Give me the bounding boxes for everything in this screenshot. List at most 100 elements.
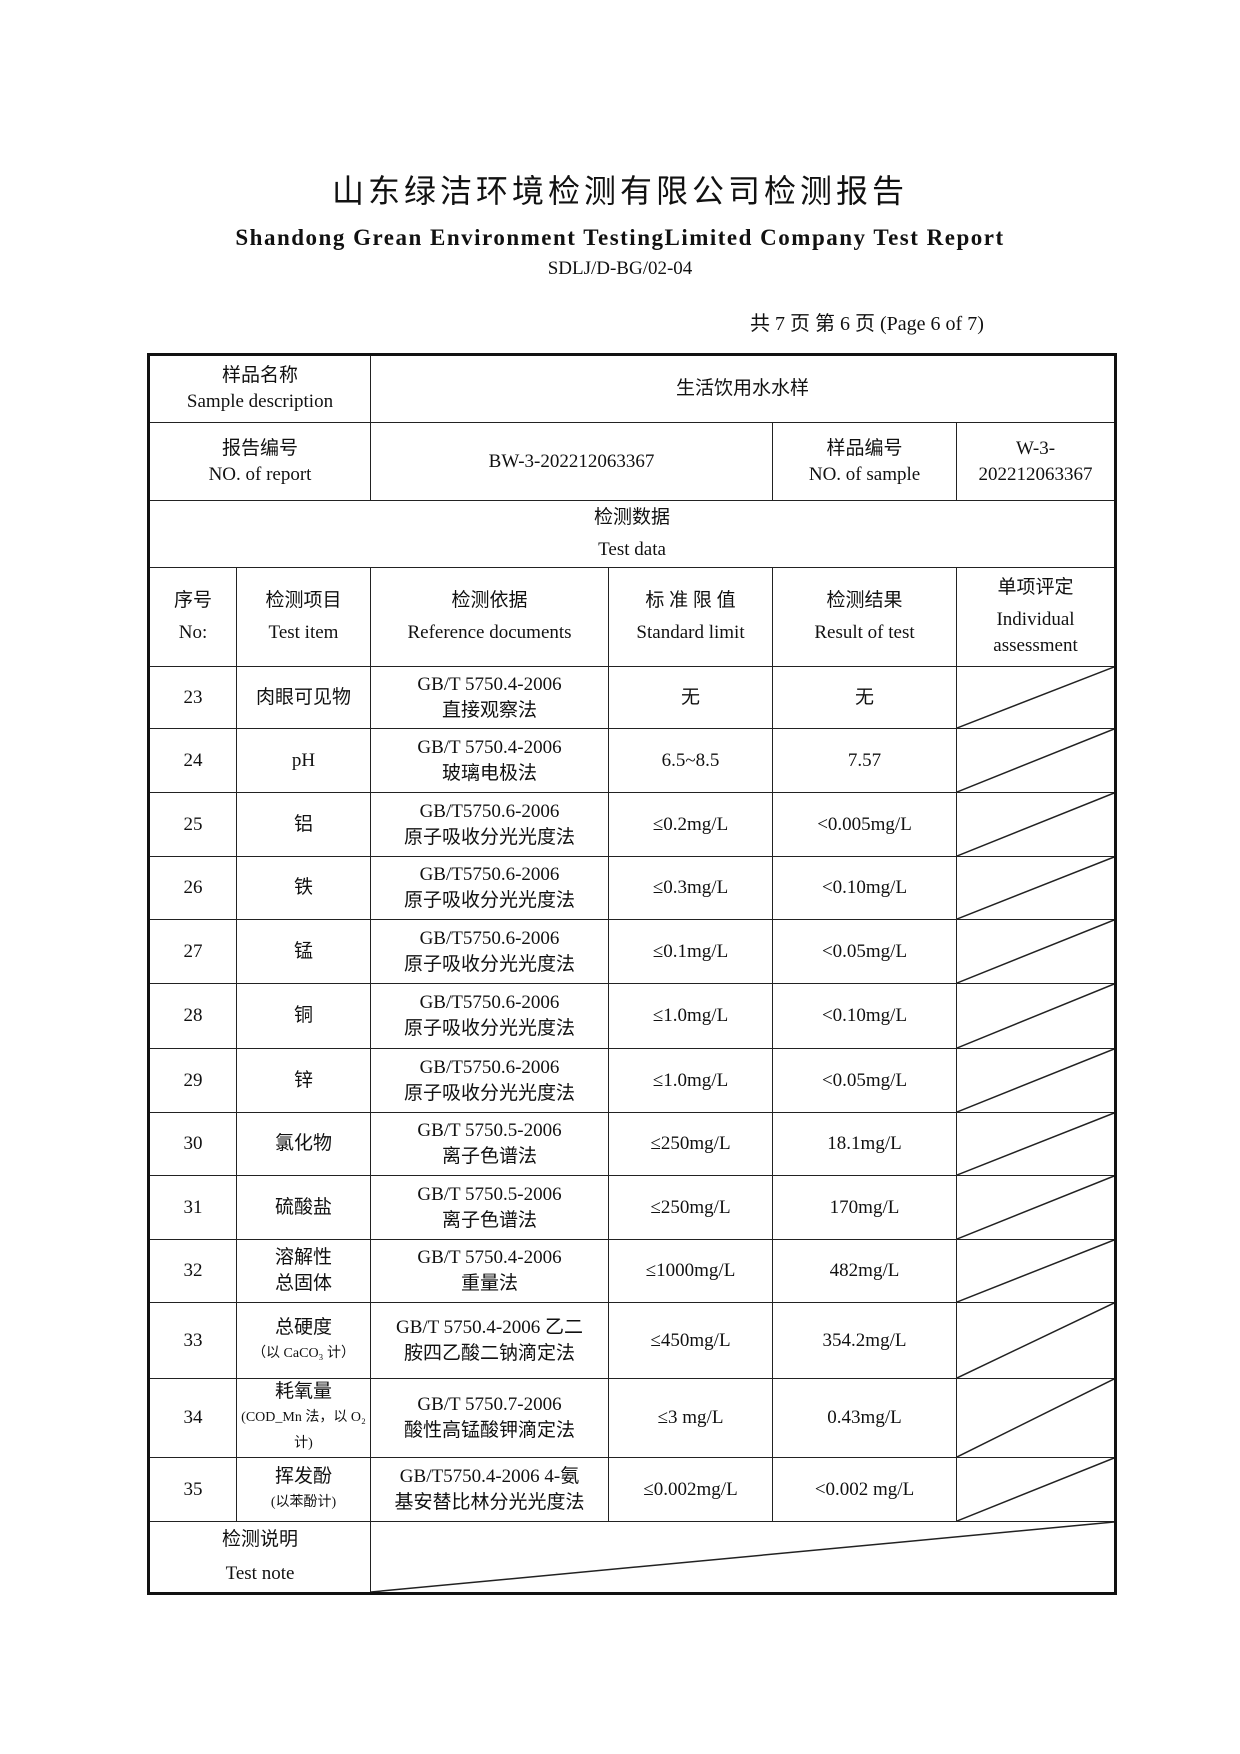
standard-limit: ≤1000mg/L	[608, 1239, 774, 1303]
table-row: 27 锰 GB/T5750.6-2006 原子吸收分光光度法 ≤0.1mg/L <0.05…	[148, 919, 1117, 984]
individual-assessment	[956, 1457, 1117, 1522]
not-applicable-slash	[957, 857, 1114, 919]
reference-document: GB/T5750.4-2006 4-氨 基安替比林分光光度法	[370, 1457, 610, 1522]
sample-label: 样品名称 Sample description	[147, 354, 372, 423]
not-applicable-slash	[957, 1379, 1114, 1457]
column-header: 标 准 限 值 Standard limit	[608, 567, 774, 667]
individual-assessment	[956, 666, 1117, 729]
table-row: 28 铜 GB/T5750.6-2006 原子吸收分光光度法 ≤1.0mg/L <0.10…	[148, 983, 1117, 1049]
not-applicable-slash	[957, 920, 1114, 983]
column-header: 检测结果 Result of test	[772, 567, 958, 667]
reference-document: GB/T5750.6-2006 原子吸收分光光度法	[370, 856, 610, 920]
individual-assessment	[956, 1239, 1117, 1303]
test-item: 耗氧量 (COD_Mn 法，以 O₂ 计)	[235, 1378, 372, 1458]
row-no: 31	[148, 1175, 237, 1240]
reference-document: GB/T5750.6-2006 原子吸收分光光度法	[370, 792, 610, 857]
table-row: 33 总硬度 （以 CaCO₃ 计） GB/T 5750.4-2006 乙二 胺四乙酸二…	[148, 1302, 1117, 1379]
reference-document: GB/T 5750.5-2006 离子色谱法	[370, 1112, 610, 1176]
row-no: 28	[148, 983, 237, 1049]
doc-code: SDLJ/D-BG/02-04	[547, 258, 693, 279]
test-result: 482mg/L	[772, 1239, 958, 1303]
table-row: 31 硫酸盐 GB/T 5750.5-2006 离子色谱法 ≤250mg/L 170mg/…	[148, 1175, 1117, 1240]
reference-document: GB/T5750.6-2006 原子吸收分光光度法	[370, 919, 610, 984]
table-row: 25 铝 GB/T5750.6-2006 原子吸收分光光度法 ≤0.2mg/L <0.00…	[148, 792, 1117, 857]
test-item: 硫酸盐	[235, 1175, 372, 1240]
reference-document: GB/T 5750.5-2006 离子色谱法	[370, 1175, 610, 1240]
standard-limit: ≤250mg/L	[608, 1112, 774, 1176]
standard-limit: ≤3 mg/L	[608, 1378, 774, 1458]
row-no: 34	[148, 1378, 237, 1458]
row-no: 23	[148, 666, 237, 729]
sample-no-value: W-3-202212063367	[956, 422, 1117, 501]
test-item: 氯化物	[235, 1112, 372, 1176]
test-note-label: 检测说明 Test note	[147, 1521, 372, 1594]
not-applicable-slash	[957, 793, 1114, 856]
test-item: 肉眼可见物	[235, 666, 372, 729]
standard-limit: ≤450mg/L	[608, 1302, 774, 1379]
test-result: <0.05mg/L	[772, 1048, 958, 1113]
test-item: 溶解性 总固体	[235, 1239, 372, 1303]
test-note-value	[370, 1521, 1117, 1594]
table-row: 35 挥发酚 (以苯酚计) GB/T5750.4-2006 4-氨 基安替比林分光光度法…	[148, 1457, 1117, 1522]
test-item: 铜	[235, 983, 372, 1049]
individual-assessment	[956, 919, 1117, 984]
table-row: 34 耗氧量 (COD_Mn 法，以 O₂ 计) GB/T 5750.7-2006 酸性…	[148, 1378, 1117, 1458]
not-applicable-slash	[957, 1113, 1114, 1175]
test-result: <0.10mg/L	[772, 856, 958, 920]
standard-limit: ≤0.2mg/L	[608, 792, 774, 857]
table-row: 32 溶解性 总固体 GB/T 5750.4-2006 重量法 ≤1000mg/L 482m…	[148, 1239, 1117, 1303]
test-item: pH	[235, 728, 372, 793]
test-result: 0.43mg/L	[772, 1378, 958, 1458]
standard-limit: ≤1.0mg/L	[608, 1048, 774, 1113]
row-no: 35	[148, 1457, 237, 1522]
test-note-row: 检测说明 Test note	[147, 1521, 1117, 1594]
test-data-label: 检测数据 Test data	[147, 500, 1117, 568]
individual-assessment	[956, 1175, 1117, 1240]
report-title-en: Shandong Grean Environment TestingLimite…	[235, 225, 1005, 250]
individual-assessment	[956, 728, 1117, 793]
test-result: <0.002 mg/L	[772, 1457, 958, 1522]
standard-limit: ≤250mg/L	[608, 1175, 774, 1240]
row-no: 27	[148, 919, 237, 984]
standard-limit: 6.5~8.5	[608, 728, 774, 793]
test-result: 18.1mg/L	[772, 1112, 958, 1176]
row-no: 33	[148, 1302, 237, 1379]
sample-value: 生活饮用水水样	[370, 354, 1117, 423]
standard-limit: ≤0.1mg/L	[608, 919, 774, 984]
standard-limit: ≤0.3mg/L	[608, 856, 774, 920]
not-applicable-slash	[957, 1049, 1114, 1112]
table-row: 24 pH GB/T 5750.4-2006 玻璃电极法 6.5~8.5 7.57	[148, 728, 1117, 793]
standard-limit: ≤1.0mg/L	[608, 983, 774, 1049]
sample-row: 样品名称 Sample description 生活饮用水水样	[147, 354, 1117, 423]
test-item: 铝	[235, 792, 372, 857]
not-applicable-slash	[957, 667, 1114, 728]
test-result: 170mg/L	[772, 1175, 958, 1240]
table-row: 23 肉眼可见物 GB/T 5750.4-2006 直接观察法无无	[148, 666, 1117, 729]
standard-limit: ≤0.002mg/L	[608, 1457, 774, 1522]
reference-document: GB/T 5750.4-2006 玻璃电极法	[370, 728, 610, 793]
individual-assessment	[956, 1302, 1117, 1379]
not-applicable-slash	[957, 1240, 1114, 1302]
reference-document: GB/T 5750.4-2006 直接观察法	[370, 666, 610, 729]
report-title-cn: 山东绿洁环境检测有限公司检测报告	[331, 173, 908, 209]
not-applicable-slash	[371, 1522, 1114, 1592]
test-result: <0.10mg/L	[772, 983, 958, 1049]
column-header-row: 序号 No: 检测项目 Test item 检测依据 Reference document…	[148, 567, 1117, 667]
test-data-row: 检测数据 Test data	[147, 500, 1117, 568]
column-header: 序号 No:	[148, 567, 237, 667]
reference-document: GB/T 5750.7-2006 酸性高锰酸钾滴定法	[370, 1378, 610, 1458]
individual-assessment	[956, 983, 1117, 1049]
table-row: 26 铁 GB/T5750.6-2006 原子吸收分光光度法 ≤0.3mg/L <0.10…	[148, 856, 1117, 920]
test-item: 锌	[235, 1048, 372, 1113]
row-no: 26	[148, 856, 237, 920]
column-header: 检测依据 Reference documents	[370, 567, 610, 667]
reference-document: GB/T5750.6-2006 原子吸收分光光度法	[370, 1048, 610, 1113]
report-no-value: BW-3-202212063367	[370, 422, 774, 501]
page-info: 共 7 页 第 6 页 (Page 6 of 7)	[750, 313, 984, 335]
individual-assessment	[956, 1378, 1117, 1458]
individual-assessment	[956, 1112, 1117, 1176]
not-applicable-slash	[957, 729, 1114, 792]
not-applicable-slash	[957, 1303, 1114, 1378]
row-no: 24	[148, 728, 237, 793]
individual-assessment	[956, 792, 1117, 857]
